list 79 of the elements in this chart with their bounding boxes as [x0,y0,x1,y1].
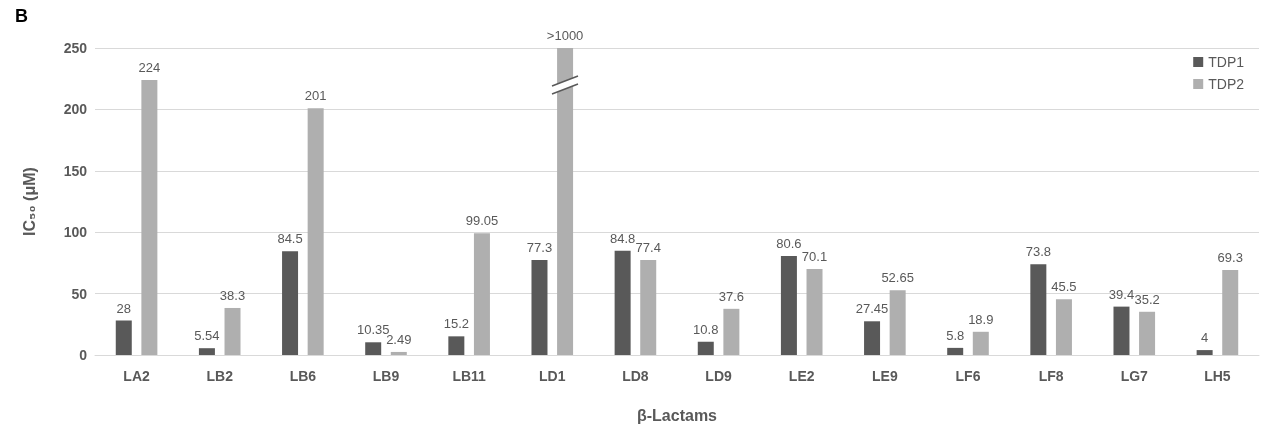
data-label: 10.8 [693,321,719,337]
y-tick-label: 250 [63,40,88,56]
bar [1030,264,1047,355]
bar [557,48,574,355]
y-tick-label: 100 [63,224,88,241]
y-tick-label: 200 [63,101,88,118]
x-tick-label: LA2 [123,368,151,384]
x-tick-label: LB2 [206,368,234,384]
data-label: 77.3 [526,240,553,256]
bar [390,351,407,355]
bar [115,320,132,355]
y-axis-title: IC₅₀ (μM) [20,167,38,236]
bar [864,321,881,355]
data-label: 37.6 [718,288,745,304]
data-label: 39.4 [1108,286,1135,302]
bar [889,290,906,355]
data-label: 99.05 [465,213,499,229]
bar [972,331,989,355]
data-label: 18.9 [968,311,994,327]
data-label: 69.3 [1217,249,1243,265]
x-axis-title: β-Lactams [636,406,718,424]
bar [614,250,631,355]
x-tick-label: LB9 [372,368,400,384]
data-label: 224 [138,59,161,75]
bar [307,108,324,355]
data-label: >1000 [546,28,584,43]
bar [448,336,465,355]
x-tick-label: LH5 [1204,368,1231,384]
data-label: 84.8 [609,230,636,246]
y-tick-label: 150 [63,162,88,179]
legend-label: TDP2 [1208,76,1245,92]
data-label: 70.1 [801,248,828,264]
bar [1222,269,1239,355]
data-label: 45.5 [1051,279,1077,295]
bar [282,251,299,355]
bar [640,259,657,355]
data-label: 84.5 [277,231,303,247]
x-tick-label: LD9 [705,368,733,384]
bar [697,341,714,355]
bar [1055,299,1072,355]
bar [1196,350,1213,355]
x-tick-label: LE9 [872,368,898,384]
data-label: 80.6 [776,236,802,252]
legend-label: TDP1 [1208,54,1245,70]
bar [531,260,548,355]
bar [947,347,964,355]
x-tick-label: LD1 [539,368,566,384]
bar [141,79,158,355]
x-tick-label: LB11 [452,368,487,384]
data-label: 4 [1201,330,1209,346]
x-tick-label: LD8 [622,368,649,384]
data-label: 5.54 [194,328,220,344]
data-label: 27.45 [855,301,889,317]
y-tick-label: 50 [71,285,88,302]
data-label: 77.4 [635,239,661,255]
x-tick-label: LB6 [289,368,317,384]
data-label: 73.8 [1025,244,1051,260]
x-tick-label: LF6 [955,368,981,384]
data-label: 38.3 [219,287,246,303]
data-label: 15.2 [443,316,469,332]
chart-title: B [15,6,28,26]
bar [1113,306,1130,355]
bar [723,308,740,355]
data-label: 52.65 [881,270,914,286]
x-tick-label: LF8 [1038,368,1064,384]
bar [198,348,215,355]
y-tick-label: 0 [79,347,88,363]
bar [806,268,823,355]
bar [365,342,382,355]
data-label: 201 [304,88,327,104]
bar [1139,311,1156,355]
x-tick-label: LG7 [1120,368,1149,384]
data-label: 35.2 [1134,291,1160,307]
bar [473,233,490,355]
data-label: 5.8 [946,327,965,343]
bar [780,256,797,355]
bar [224,307,241,355]
data-label: 28 [116,300,132,316]
x-tick-label: LE2 [788,368,815,384]
